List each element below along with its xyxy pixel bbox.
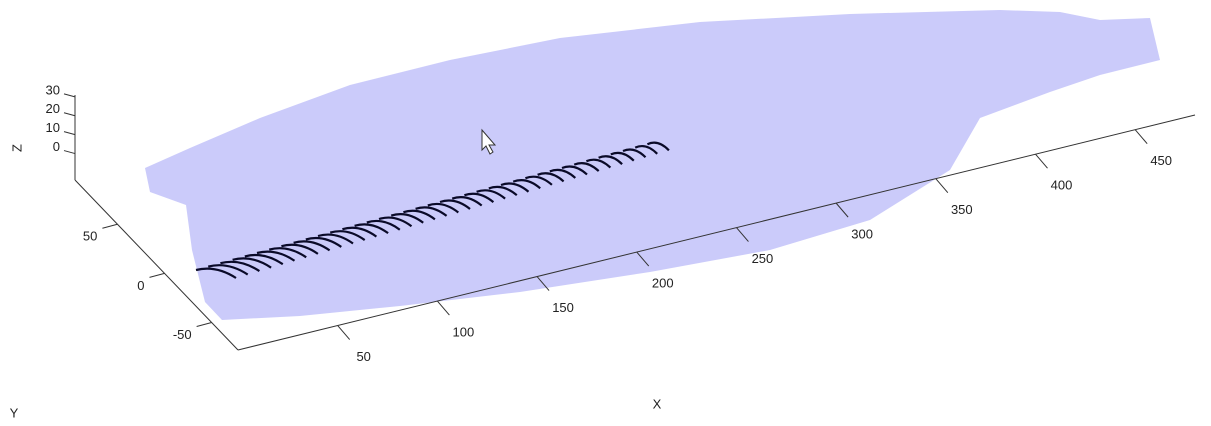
x-tick	[935, 178, 949, 193]
z-tick	[63, 150, 76, 155]
arc	[427, 202, 459, 214]
arc	[281, 243, 319, 255]
x-tick	[337, 325, 351, 340]
arc	[317, 233, 354, 245]
surface	[145, 10, 1160, 320]
x-tick-label: 450	[1150, 153, 1172, 168]
x-tick-label: 350	[951, 202, 973, 217]
y-tick-label: 50	[83, 229, 97, 244]
arc	[610, 151, 635, 162]
x-axis-label: X	[653, 396, 662, 411]
y-tick	[102, 223, 118, 229]
x-tick-label: 150	[552, 300, 574, 315]
arc	[244, 253, 284, 266]
arc	[500, 182, 530, 193]
z-tick	[63, 131, 76, 136]
x-tick	[1035, 153, 1048, 169]
x-tick-label: 100	[453, 324, 475, 339]
cursor	[481, 128, 497, 155]
z-tick	[63, 112, 76, 117]
z-tick-label: 0	[53, 139, 60, 154]
arc	[232, 257, 272, 269]
arc	[512, 179, 541, 190]
x-tick	[636, 251, 650, 267]
x-tick	[1134, 129, 1148, 145]
arc	[390, 213, 424, 224]
x-tick	[835, 202, 849, 218]
y-tick	[149, 272, 165, 278]
x-tick-label: 400	[1051, 178, 1073, 193]
arc	[354, 223, 389, 235]
arc	[293, 240, 331, 252]
arc	[634, 145, 658, 155]
arc	[220, 260, 261, 273]
z-axis-label: Z	[9, 144, 24, 152]
z-tick	[63, 93, 76, 98]
y-tick-label: 0	[137, 278, 144, 293]
y-tick-label: -50	[173, 327, 192, 342]
arc	[378, 216, 413, 228]
z-tick-label: 30	[46, 82, 60, 97]
arc	[366, 219, 401, 231]
x-tick-label: 50	[356, 349, 370, 364]
arc	[537, 172, 565, 183]
x-tick-label: 250	[752, 251, 774, 266]
arc	[403, 209, 436, 221]
z-tick-label: 20	[46, 101, 60, 116]
arc-group	[195, 141, 670, 279]
x-tick-label: 300	[851, 227, 873, 242]
arc	[268, 247, 307, 259]
arc	[561, 165, 588, 176]
arc	[476, 189, 506, 200]
z-tick-label: 10	[46, 120, 60, 135]
arc	[622, 148, 647, 159]
arc	[451, 196, 483, 207]
x-tick	[436, 300, 450, 316]
y-axis-label: Y	[10, 405, 19, 420]
arc	[598, 155, 623, 165]
arc	[488, 185, 518, 197]
arc	[646, 141, 670, 152]
arc	[256, 250, 296, 262]
arc	[573, 162, 600, 172]
arc	[464, 192, 495, 203]
arc	[305, 236, 342, 248]
arc	[549, 168, 577, 179]
arc	[342, 226, 378, 238]
x-tick	[536, 276, 550, 291]
x-tick	[736, 227, 749, 242]
arc	[585, 158, 612, 169]
arc	[415, 206, 448, 217]
arc	[207, 264, 249, 276]
arc	[195, 267, 237, 279]
arc	[525, 175, 553, 186]
x-tick-label: 200	[652, 276, 674, 291]
arc	[439, 199, 471, 210]
y-tick	[196, 322, 212, 327]
arc	[329, 230, 366, 241]
y-axis	[74, 179, 239, 351]
